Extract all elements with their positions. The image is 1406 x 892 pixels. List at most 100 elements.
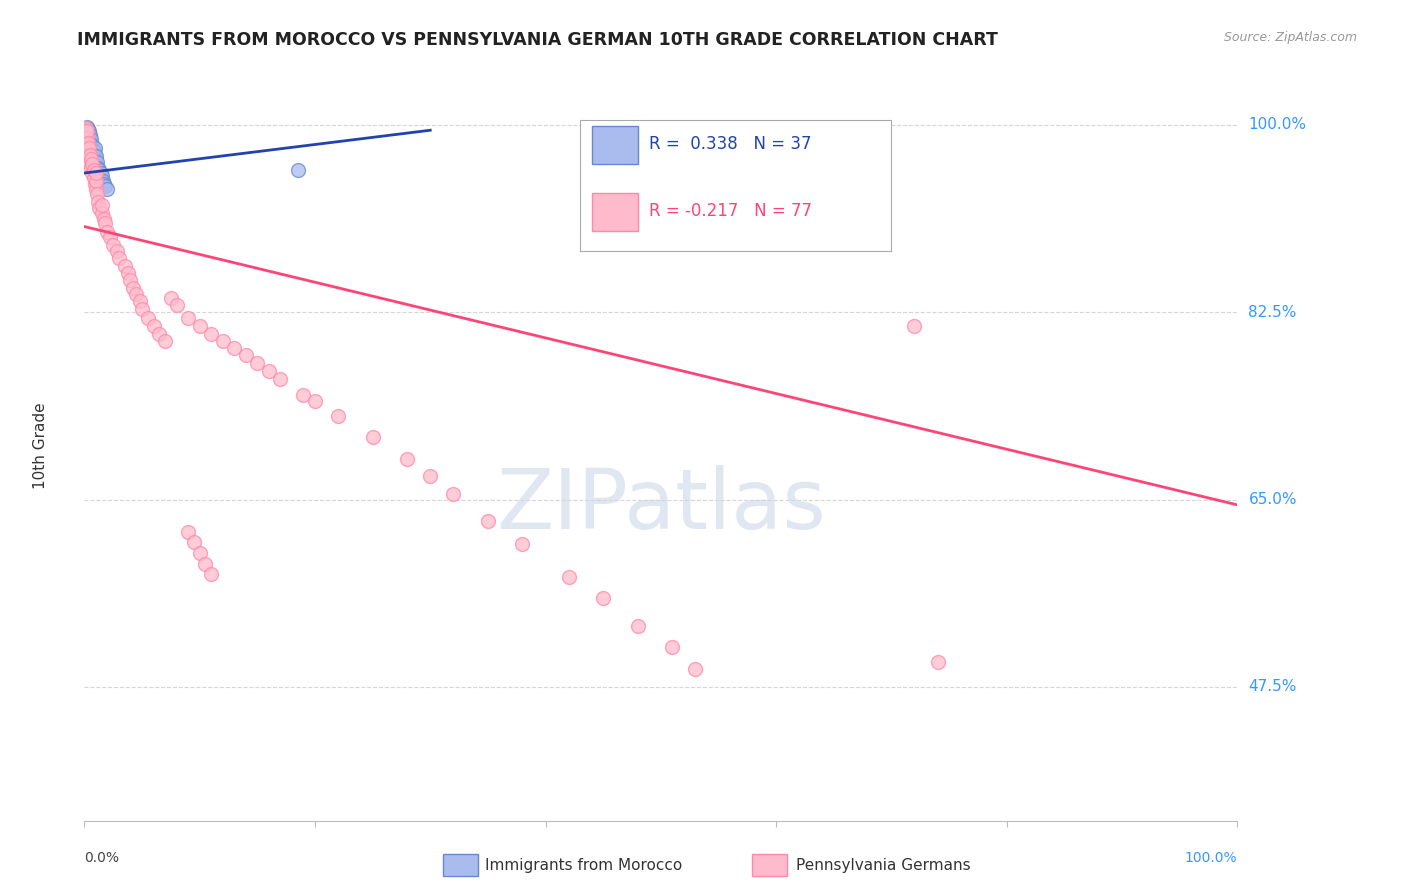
Point [512,537,534,551]
Point [80,148,103,162]
Point [84,173,107,187]
Point [79,148,101,162]
Point [75,127,97,141]
Point [75,128,97,143]
Point [89,202,111,216]
Point [477,514,499,528]
Point [86,187,108,202]
Point [80,132,103,146]
Point [627,619,650,633]
Point [79,135,101,149]
Text: ZIPatlas: ZIPatlas [496,466,825,547]
Text: 0.0%: 0.0% [84,851,120,865]
Point [142,319,165,334]
Point [75,121,97,136]
Point [177,310,200,325]
Point [82,138,104,153]
Point [76,124,98,138]
Point [93,212,115,227]
Text: 10th Grade: 10th Grade [34,402,48,490]
Point [76,130,98,145]
Point [79,141,101,155]
Text: Pennsylvania Germans: Pennsylvania Germans [796,858,970,872]
Point [76,139,98,153]
Text: IMMIGRANTS FROM MOROCCO VS PENNSYLVANIA GERMAN 10TH GRADE CORRELATION CHART: IMMIGRANTS FROM MOROCCO VS PENNSYLVANIA … [77,31,998,49]
Point [148,326,170,341]
Point [557,569,579,583]
Point [87,194,110,209]
Point [361,430,384,444]
Text: R =  0.338   N = 37: R = 0.338 N = 37 [650,135,811,153]
Point [76,130,98,145]
Bar [592,126,638,163]
Text: 47.5%: 47.5% [1249,680,1296,694]
Point [685,662,707,676]
Point [76,136,98,150]
Text: Source: ZipAtlas.com: Source: ZipAtlas.com [1223,31,1357,45]
Point [131,301,153,316]
Point [117,266,139,280]
Point [166,298,188,312]
Point [91,173,114,187]
Point [90,205,112,219]
Point [183,535,205,549]
Point [83,152,105,166]
Text: 82.5%: 82.5% [1249,305,1296,319]
Point [76,145,98,159]
Point [128,294,150,309]
Point [77,141,100,155]
Point [84,166,107,180]
Point [82,145,104,160]
Text: R = -0.217   N = 77: R = -0.217 N = 77 [650,202,813,220]
Point [76,127,98,141]
Point [96,182,118,196]
Text: Immigrants from Morocco: Immigrants from Morocco [485,858,682,872]
Point [75,123,97,137]
Point [82,166,104,180]
Point [224,341,246,355]
Point [79,155,101,169]
Point [83,144,105,158]
Point [194,557,217,571]
Point [84,149,107,163]
Point [105,244,128,259]
Text: 65.0%: 65.0% [1249,492,1296,507]
Point [125,287,148,301]
Point [80,152,103,166]
Text: 100.0%: 100.0% [1185,851,1237,865]
Point [103,237,124,252]
Point [903,319,925,334]
Point [235,348,257,362]
Point [77,150,100,164]
Point [93,177,115,191]
Point [84,157,107,171]
Point [927,655,949,669]
Point [441,487,464,501]
Point [153,334,176,348]
Point [83,141,105,155]
Point [211,334,233,348]
Point [96,225,118,239]
Point [79,128,101,142]
Point [83,150,105,164]
Point [94,216,117,230]
Point [80,161,103,175]
Point [77,124,100,138]
Point [592,591,614,605]
Point [83,177,105,191]
Point [257,364,280,378]
Point [83,171,105,186]
Point [89,162,111,177]
Point [287,162,309,177]
Bar [592,194,638,231]
Point [188,546,211,560]
Point [326,409,349,423]
Point [76,120,98,134]
Point [200,326,222,341]
Point [83,162,105,177]
Point [188,319,211,334]
Point [114,259,136,273]
Point [89,166,111,180]
Point [160,291,183,305]
Point [108,251,131,265]
